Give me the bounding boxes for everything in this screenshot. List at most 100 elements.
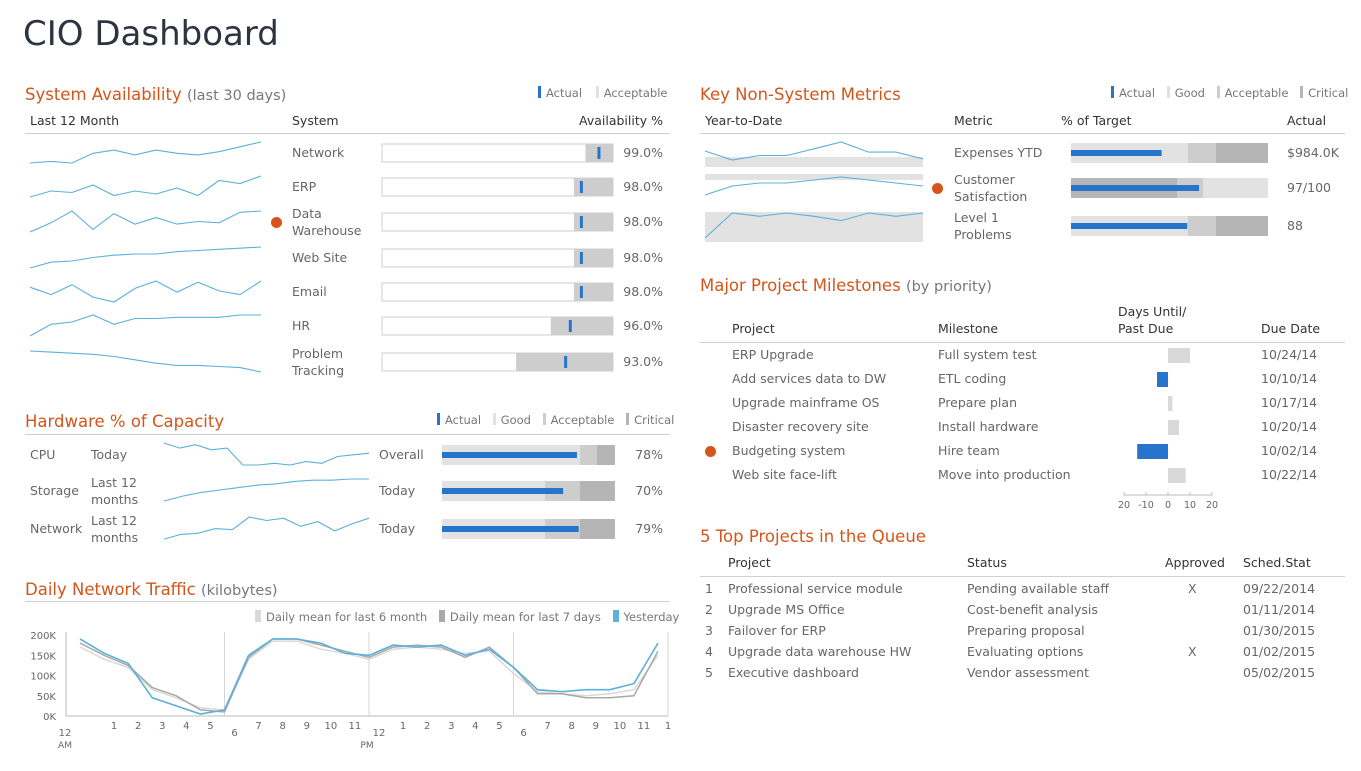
- queue-project: Professional service module: [728, 581, 903, 596]
- milestones-divider: [700, 342, 1345, 343]
- hardware-scope: Today: [379, 521, 416, 536]
- nonsystem-band-acceptable: [1188, 216, 1216, 236]
- nonsystem-sparkline: [704, 212, 924, 239]
- availability-actual-marker: [568, 320, 572, 332]
- queue-approved: X: [1188, 581, 1197, 596]
- nonsystem-band-critical: [1216, 143, 1268, 163]
- availability-title-text: System Availability: [25, 85, 182, 104]
- queue-sched: 01/30/2015: [1243, 623, 1316, 638]
- traffic-legend-6mo-swatch: [255, 610, 261, 622]
- traffic-legend: Daily mean for last 6 month Daily mean f…: [255, 610, 679, 624]
- traffic-legend-yesterday-label: Yesterday: [623, 610, 680, 624]
- hw-legend-actual-label: Actual: [445, 413, 482, 427]
- queue-rank: 2: [705, 602, 713, 617]
- nonsystem-sparkline: [704, 141, 924, 161]
- milestone-days-bar: [1157, 372, 1168, 387]
- traffic-legend-6mo-label: Daily mean for last 6 month: [266, 610, 428, 624]
- availability-value: 98.0%: [623, 250, 663, 265]
- traffic-x-tick: 1: [111, 721, 117, 732]
- traffic-x-tick: 11: [638, 721, 651, 732]
- availability-legend: Actual Acceptable: [538, 86, 668, 100]
- milestone-days-bar: [1168, 396, 1173, 411]
- traffic-legend-7d-label: Daily mean for last 7 days: [449, 610, 601, 624]
- milestone-axis-label: -10: [1138, 500, 1154, 511]
- availability-system-label: HR: [292, 318, 311, 333]
- traffic-x-tick: 1: [400, 721, 406, 732]
- hw-legend-actual-swatch: [437, 413, 440, 425]
- page-title: CIO Dashboard: [23, 14, 279, 54]
- traffic-title: Daily Network Traffic (kilobytes): [25, 580, 278, 599]
- traffic-title-text: Daily Network Traffic: [25, 580, 196, 599]
- queue-project: Executive dashboard: [728, 665, 859, 680]
- milestone-project: ERP Upgrade: [732, 347, 814, 362]
- availability-header-value: Availability %: [579, 113, 663, 128]
- queue-approved: X: [1188, 644, 1197, 659]
- traffic-legend-7d-swatch: [438, 610, 445, 622]
- traffic-x-tick: 12: [59, 728, 72, 739]
- milestone-due-date: 10/24/14: [1261, 347, 1318, 362]
- availability-actual-marker: [579, 216, 583, 228]
- nonsystem-title: Key Non-System Metrics: [700, 85, 901, 104]
- traffic-x-tick: 4: [183, 721, 189, 732]
- queue-project: Upgrade data warehouse HW: [728, 644, 912, 659]
- milestone-days-bar: [1137, 444, 1168, 459]
- traffic-x-tick: 9: [304, 721, 310, 732]
- traffic-legend-yesterday-swatch: [612, 610, 619, 622]
- nonsystem-band-critical: [1216, 216, 1268, 236]
- hardware-sparkline: [163, 478, 369, 502]
- nonsystem-actual: 88: [1287, 218, 1303, 233]
- hardware-period: Today: [91, 447, 128, 462]
- nonsystem-header-trend: Year-to-Date: [705, 113, 783, 128]
- availability-value: 98.0%: [623, 214, 663, 229]
- availability-system-label: ERP: [292, 179, 317, 194]
- nonsystem-spark-band: [705, 174, 923, 180]
- milestone-axis-label: 20: [1118, 500, 1130, 511]
- hardware-actual-bar: [442, 526, 579, 532]
- nonsystem-actual: $984.0K: [1287, 145, 1339, 160]
- traffic-am-label: AM: [58, 741, 72, 751]
- hw-legend-good-label: Good: [500, 413, 531, 427]
- ns-legend-good-label: Good: [1174, 86, 1205, 100]
- ns-legend-actual-swatch: [1111, 86, 1114, 98]
- traffic-x-tick: 6: [231, 728, 237, 739]
- hw-legend-critical-label: Critical: [634, 413, 675, 427]
- queue-title: 5 Top Projects in the Queue: [700, 527, 926, 546]
- nonsystem-actual: 97/100: [1287, 180, 1331, 195]
- availability-header-trend: Last 12 Month: [30, 113, 120, 128]
- traffic-x-tick: 2: [424, 721, 430, 732]
- traffic-x-tick: 12: [373, 728, 386, 739]
- queue-rank: 4: [705, 644, 713, 659]
- nonsystem-legend: Actual Good Acceptable Critical: [1111, 86, 1348, 100]
- milestone-axis-label: 0: [1165, 500, 1171, 511]
- availability-system-label: Network: [292, 145, 345, 160]
- traffic-x-tick: 5: [207, 721, 213, 732]
- milestone-name: Move into production: [938, 467, 1071, 482]
- traffic-x-tick: 10: [613, 721, 626, 732]
- traffic-x-tick: 6: [520, 728, 526, 739]
- hardware-band-critical: [597, 445, 615, 465]
- availability-subtitle: (last 30 days): [186, 88, 287, 104]
- milestone-due-date: 10/22/14: [1261, 467, 1318, 482]
- nonsystem-header-target: % of Target: [1061, 113, 1132, 128]
- hw-legend-good-swatch: [492, 413, 496, 425]
- availability-sparkline: [29, 175, 262, 198]
- queue-header-project: Project: [728, 555, 771, 570]
- ns-legend-actual-label: Actual: [1119, 86, 1156, 100]
- availability-actual-marker: [564, 356, 568, 368]
- milestone-name: Hire team: [938, 443, 1000, 458]
- queue-status: Vendor assessment: [967, 665, 1089, 680]
- legend-acceptable-swatch: [595, 86, 599, 98]
- nonsystem-actual-bar: [1071, 223, 1188, 229]
- hardware-name: Storage: [30, 483, 79, 498]
- milestone-project: Upgrade mainframe OS: [732, 395, 880, 410]
- hardware-title: Hardware % of Capacity: [25, 412, 225, 431]
- availability-acceptable-band: [550, 317, 613, 335]
- nonsystem-spark-band: [705, 157, 923, 167]
- hardware-legend: Actual Good Acceptable Critical: [437, 413, 674, 427]
- milestone-name: Prepare plan: [938, 395, 1017, 410]
- nonsystem-band-acceptable: [1188, 143, 1216, 163]
- milestones-title-text: Major Project Milestones: [700, 276, 901, 295]
- traffic-x-tick: 11: [349, 721, 362, 732]
